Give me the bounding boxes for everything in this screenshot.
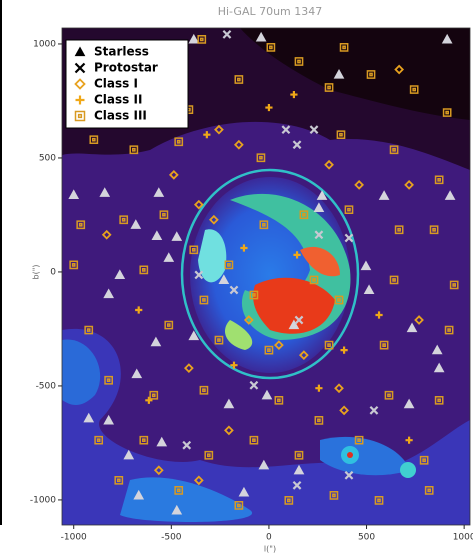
x-tick-label: -1000 [61, 533, 87, 543]
x-tick-label: 0 [266, 533, 272, 543]
y-tick-label: -1000 [30, 495, 56, 505]
y-tick-label: 1000 [33, 39, 56, 49]
legend-label: Class II [94, 93, 142, 107]
x-tick-label: 1000 [453, 533, 473, 543]
chart-title: Hi-GAL 70um 1347 [218, 5, 323, 18]
left-edge [0, 0, 2, 525]
x-tick-label: -500 [161, 533, 182, 543]
legend-label: Class III [94, 109, 147, 123]
legend: Starless Protostar Class I Class II Class II… [66, 40, 188, 128]
legend-label: Class I [94, 77, 138, 91]
x-axis-label: l(") [264, 545, 276, 554]
y-tick-label: 500 [39, 153, 56, 163]
y-tick-label: -500 [36, 381, 57, 391]
legend-label: Starless [94, 45, 149, 59]
y-axis-label: b(") [32, 265, 41, 280]
page: {"chart_data": { "type": "scatter", "tit… [0, 0, 473, 556]
legend-label: Protostar [94, 61, 158, 75]
x-tick-label: 500 [358, 533, 375, 543]
y-tick-label: 0 [50, 267, 56, 277]
chart: Hi-GAL 70um 1347 l(") b(") Starless Proto… [0, 0, 473, 556]
